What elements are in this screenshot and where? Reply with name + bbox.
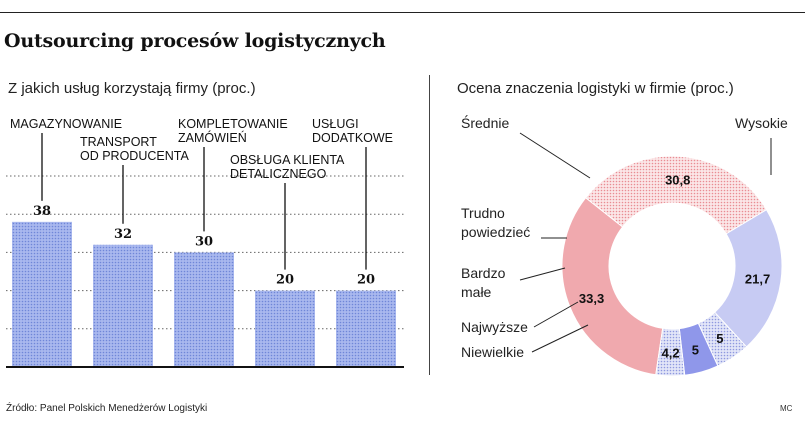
slice-value-label: 21,7 bbox=[745, 271, 770, 286]
category-label: TRANSPORT bbox=[80, 135, 157, 149]
donut-chart-title: Ocena znaczenia logistyki w firmie (proc… bbox=[457, 80, 734, 97]
bar-value-label: 32 bbox=[114, 227, 132, 242]
category-label: KOMPLETOWANIE bbox=[178, 117, 288, 131]
slice-category-label: małe bbox=[461, 284, 492, 300]
slice-category-label: Średnie bbox=[461, 114, 509, 131]
slice-leader-line bbox=[519, 267, 566, 281]
slice-category-label: Niewielkie bbox=[461, 344, 524, 360]
author-credit: MC bbox=[780, 404, 793, 413]
slice-category-label: Trudno bbox=[461, 205, 505, 221]
slice-category-label: powiedzieć bbox=[461, 224, 530, 240]
bar bbox=[12, 221, 72, 367]
panel-divider bbox=[429, 75, 430, 375]
slice-category-label: Wysokie bbox=[735, 115, 788, 131]
slice-value-label: 5 bbox=[692, 342, 699, 357]
bar bbox=[336, 290, 396, 367]
bar bbox=[174, 252, 234, 367]
slice-value-label: 33,3 bbox=[579, 291, 604, 306]
category-label: DODATKOWE bbox=[312, 131, 393, 145]
slice-value-label: 4,2 bbox=[662, 345, 680, 360]
slice-leader-line bbox=[519, 132, 591, 179]
bar-value-label: 20 bbox=[276, 273, 294, 288]
slice-leader-line bbox=[531, 324, 589, 353]
slice-value-label: 5 bbox=[716, 331, 723, 346]
category-label: OD PRODUCENTA bbox=[80, 149, 189, 163]
donut-slice bbox=[561, 197, 664, 376]
category-label: OBSŁUGA KLIENTA bbox=[230, 153, 345, 167]
bar-value-label: 20 bbox=[357, 273, 375, 288]
bar-chart-title: Z jakich usług korzystają firmy (proc.) bbox=[8, 80, 256, 97]
bar-value-label: 38 bbox=[33, 204, 51, 219]
category-label: USŁUGI bbox=[312, 117, 359, 131]
donut-chart: 33,3 30,8 21,7 5 5 4,2 Średnie Wysokie Niewielki… bbox=[461, 114, 788, 377]
category-label: DETALICZNEGO bbox=[230, 167, 327, 181]
top-rule bbox=[0, 12, 805, 13]
category-label: MAGAZYNOWANIE bbox=[10, 117, 122, 131]
slice-value-label: 30,8 bbox=[665, 173, 690, 188]
bar bbox=[255, 290, 315, 367]
donut-slice bbox=[585, 155, 768, 235]
slice-leader-line bbox=[533, 301, 579, 328]
bar-value-label: 30 bbox=[195, 234, 213, 249]
category-label: ZAMÓWIEŃ bbox=[178, 130, 247, 145]
slice-category-label: Najwyższe bbox=[461, 319, 528, 335]
page-title: Outsourcing procesów logistycznych bbox=[4, 30, 386, 52]
donut-slice bbox=[713, 209, 783, 348]
bar bbox=[93, 244, 153, 367]
slice-category-label: Bardzo bbox=[461, 265, 506, 281]
source-note: Źródło: Panel Polskich Menedżerów Logist… bbox=[6, 403, 208, 414]
donut-slice bbox=[655, 327, 686, 377]
